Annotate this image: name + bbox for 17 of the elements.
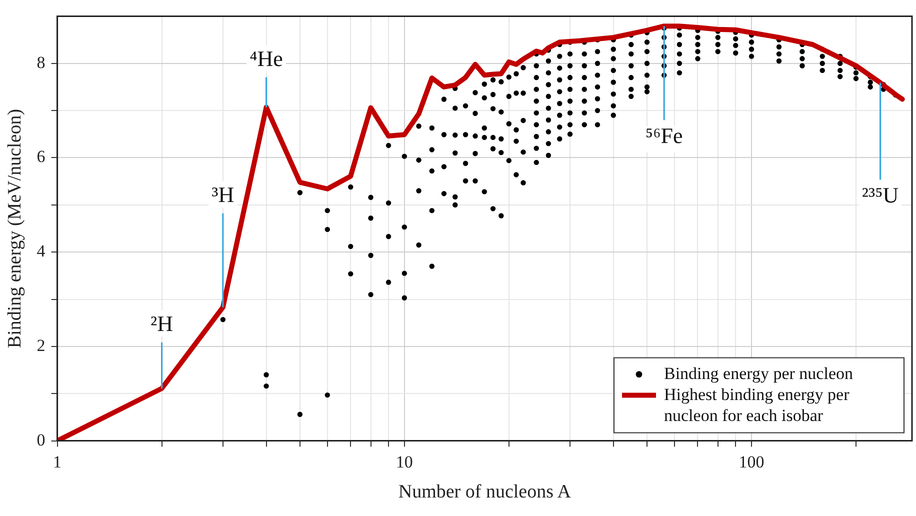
annotation: ⁴He [250, 46, 283, 72]
annotation: ²H [150, 311, 174, 336]
annotation: ³H [212, 182, 234, 208]
y-tick-label: 0 [36, 430, 46, 450]
annotation: ²³⁵U [862, 182, 899, 208]
y-tick-label: 6 [36, 147, 46, 166]
annotation: ⁵⁶Fe [645, 122, 683, 148]
x-tick-label: 100 [738, 452, 764, 472]
x-tick-label: 10 [396, 452, 413, 472]
y-axis-title: Binding energy (MeV/nucleon) [4, 108, 26, 348]
y-tick-label: 8 [36, 52, 46, 72]
y-tick-label: 2 [36, 336, 46, 355]
legend-label: Binding energy per nucleon [664, 364, 854, 383]
x-tick-label: 1 [53, 452, 62, 472]
legend-label: Highest binding energy per nucleon for each isobar [664, 384, 850, 425]
x-axis-title: Number of nucleons A [398, 482, 572, 503]
y-tick-label: 4 [36, 242, 46, 261]
